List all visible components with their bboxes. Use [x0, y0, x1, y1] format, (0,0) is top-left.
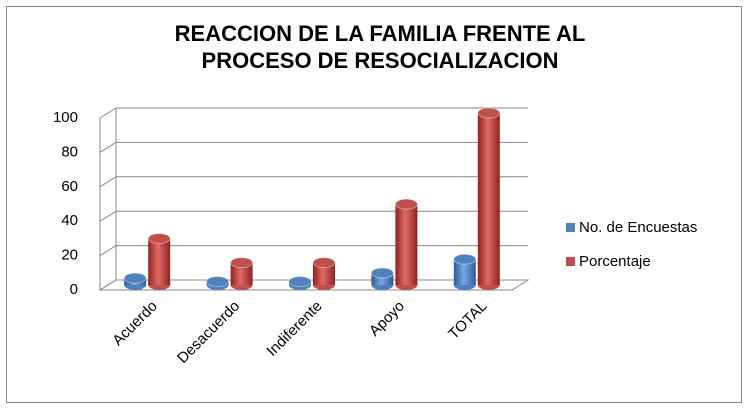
bar-top — [206, 276, 230, 288]
grid-line-side — [99, 141, 117, 153]
y-tick-label: 100 — [53, 109, 78, 126]
bar — [395, 204, 418, 285]
grid-line-side — [99, 176, 117, 188]
y-tick-label: 0 — [70, 281, 78, 298]
legend-swatch — [566, 257, 575, 266]
y-tick-label: 20 — [61, 247, 78, 264]
bar-top — [230, 257, 254, 269]
bar-top — [394, 198, 418, 210]
grid-line-side — [99, 245, 117, 257]
chart-frame — [6, 6, 742, 403]
bar-top — [312, 257, 336, 269]
bar — [313, 262, 335, 285]
bar — [453, 259, 476, 285]
y-tick-label: 80 — [61, 143, 78, 160]
bar — [230, 262, 253, 285]
bar-top — [477, 107, 501, 119]
x-tick-label: TOTAL — [445, 298, 490, 343]
bar — [477, 113, 500, 285]
y-tick-label: 40 — [61, 212, 78, 229]
x-tick-label: Apoyo — [366, 298, 408, 340]
bar-top — [123, 272, 147, 284]
y-tick-label: 60 — [61, 178, 78, 195]
legend-label: Porcentaje — [579, 253, 651, 270]
bar — [148, 238, 171, 285]
legend-label: No. de Encuestas — [579, 219, 697, 236]
bar-top — [453, 253, 477, 265]
chart-title: REACCION DE LA FAMILIA FRENTE AL PROCESO… — [174, 21, 586, 73]
x-tick-label: Acuerdo — [109, 298, 161, 350]
grid-line-side — [99, 210, 117, 222]
bar-top — [370, 267, 394, 279]
grid-line-side — [99, 107, 117, 119]
grid-line-side — [99, 279, 117, 291]
x-tick-label: Indiferente — [263, 298, 325, 360]
bar-top — [147, 233, 171, 245]
legend-swatch — [566, 223, 575, 232]
x-tick-label: Desacuerdo — [174, 298, 243, 367]
bar-top — [288, 276, 312, 288]
